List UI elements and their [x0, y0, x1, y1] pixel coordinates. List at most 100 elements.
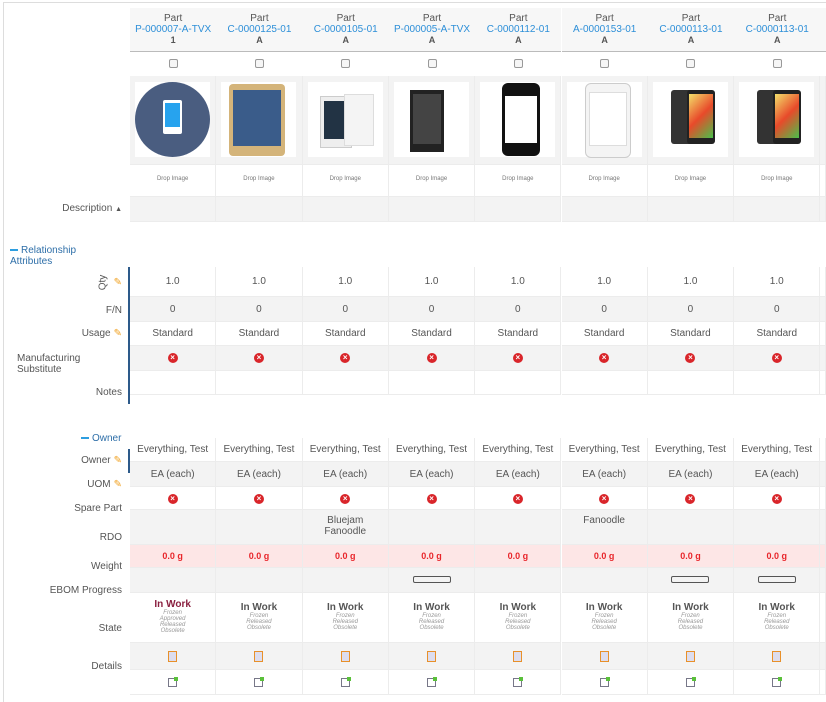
uom-value[interactable]: EA (each)	[582, 469, 627, 480]
edit-icon[interactable]	[772, 677, 783, 687]
clipboard-icon[interactable]	[254, 651, 264, 662]
owner-section-toggle[interactable]: Owner	[81, 433, 121, 444]
drop-image-target[interactable]: Drop Image	[761, 176, 793, 182]
select-checkbox[interactable]	[341, 59, 351, 68]
owner-value[interactable]: Everything, Test	[223, 444, 295, 455]
state-option[interactable]: Obsolete	[160, 628, 185, 634]
edit-icon[interactable]	[513, 677, 524, 687]
usage-value[interactable]: Standard	[411, 328, 452, 339]
state-option[interactable]: Obsolete	[505, 625, 530, 631]
state-option[interactable]: Released	[764, 619, 790, 625]
state-option[interactable]: Obsolete	[419, 625, 444, 631]
qty-value[interactable]: 1.0	[769, 276, 784, 287]
edit-icon[interactable]	[599, 677, 610, 687]
state-option[interactable]: Obsolete	[246, 625, 271, 631]
description-label[interactable]: Description ▲	[2, 203, 122, 214]
usage-value[interactable]: Standard	[583, 328, 625, 339]
qty-value[interactable]: 1.0	[251, 276, 266, 287]
owner-value[interactable]: Everything, Test	[137, 444, 209, 455]
owner-value[interactable]: Everything, Test	[482, 444, 554, 455]
usage-value[interactable]: Standard	[670, 328, 711, 339]
part-number-link[interactable]: C-0000112-01	[486, 24, 550, 35]
part-number-link[interactable]: C-0000125-01	[227, 24, 292, 35]
state-option[interactable]: Frozen	[335, 613, 355, 619]
clipboard-icon[interactable]	[168, 651, 178, 662]
state-option[interactable]: Released	[677, 619, 704, 625]
owner-value[interactable]: Everything, Test	[309, 444, 381, 455]
uom-value[interactable]: EA (each)	[754, 469, 799, 480]
pencil-icon[interactable]: ✎	[113, 277, 122, 288]
drop-image-target[interactable]: Drop Image	[588, 176, 620, 182]
drop-image-target[interactable]: Drop Image	[502, 176, 534, 182]
relationship-section-toggle[interactable]: Relationship Attributes	[10, 245, 100, 267]
select-checkbox[interactable]	[513, 59, 523, 68]
clipboard-icon[interactable]	[599, 651, 609, 662]
state-option[interactable]: Frozen	[767, 613, 787, 619]
uom-value[interactable]: EA (each)	[236, 469, 281, 480]
uom-value[interactable]: EA (each)	[668, 469, 713, 480]
drop-image-target[interactable]: Drop Image	[415, 176, 448, 182]
pencil-icon[interactable]: ✎	[113, 328, 122, 339]
part-number-link[interactable]: P-000005-A-TVX	[393, 24, 471, 35]
state-option[interactable]: Frozen	[681, 613, 700, 619]
pencil-icon[interactable]: ✎	[113, 455, 122, 466]
part-number-link[interactable]: C-0000105-01	[313, 24, 378, 35]
uom-value[interactable]: EA (each)	[495, 469, 540, 480]
select-checkbox[interactable]	[772, 59, 782, 68]
state-option[interactable]: Obsolete	[678, 625, 703, 631]
select-checkbox[interactable]	[686, 59, 696, 68]
owner-value[interactable]: Everything, Test	[654, 444, 726, 455]
qty-value[interactable]: 1.0	[683, 276, 698, 287]
clipboard-icon[interactable]	[340, 651, 350, 662]
owner-value[interactable]: Everything, Test	[568, 444, 640, 455]
drop-image-target[interactable]: Drop Image	[674, 176, 707, 182]
state-option[interactable]: Released	[418, 619, 445, 625]
edit-icon[interactable]	[168, 677, 179, 687]
state-option[interactable]: Frozen	[508, 613, 528, 619]
pencil-icon[interactable]: ✎	[113, 479, 122, 490]
owner-value[interactable]: Everything, Test	[741, 444, 813, 455]
part-number-link[interactable]: C-0000113-01	[659, 24, 723, 35]
edit-icon[interactable]	[254, 677, 265, 687]
usage-value[interactable]: Standard	[497, 328, 539, 339]
edit-icon[interactable]	[685, 677, 696, 687]
usage-value[interactable]: Standard	[324, 328, 366, 339]
clipboard-icon[interactable]	[427, 651, 437, 662]
usage-value[interactable]: Standard	[152, 328, 193, 339]
part-number-link[interactable]: A-0000153-01	[572, 24, 637, 35]
part-number-link[interactable]: C-0000113-01	[745, 24, 809, 35]
edit-icon[interactable]	[340, 677, 351, 687]
state-option[interactable]: Frozen	[422, 613, 441, 619]
edit-icon[interactable]	[427, 677, 438, 687]
state-option[interactable]: Frozen	[163, 610, 182, 616]
state-option[interactable]: Released	[332, 619, 358, 625]
drop-image-target[interactable]: Drop Image	[329, 176, 361, 182]
state-option[interactable]: Released	[591, 619, 617, 625]
drop-image-target[interactable]: Drop Image	[243, 176, 275, 182]
owner-value[interactable]: Everything, Test	[396, 444, 468, 455]
clipboard-icon[interactable]	[513, 651, 523, 662]
select-checkbox[interactable]	[254, 59, 264, 68]
select-checkbox[interactable]	[168, 59, 178, 68]
usage-value[interactable]: Standard	[756, 328, 798, 339]
part-number-link[interactable]: P-000007-A-TVX	[135, 24, 212, 35]
qty-value[interactable]: 1.0	[424, 276, 439, 287]
state-option[interactable]: Frozen	[249, 613, 269, 619]
qty-value[interactable]: 1.0	[510, 276, 525, 287]
clipboard-icon[interactable]	[685, 651, 695, 662]
state-option[interactable]: Obsolete	[764, 625, 789, 631]
state-option[interactable]: Approved	[159, 616, 186, 622]
clipboard-icon[interactable]	[772, 651, 782, 662]
state-option[interactable]: Released	[246, 619, 272, 625]
select-checkbox[interactable]	[427, 59, 437, 68]
qty-value[interactable]: 1.0	[165, 276, 180, 287]
uom-value[interactable]: EA (each)	[323, 469, 368, 480]
uom-value[interactable]: EA (each)	[409, 469, 454, 480]
select-checkbox[interactable]	[600, 59, 610, 68]
state-option[interactable]: Obsolete	[592, 625, 617, 631]
state-option[interactable]: Obsolete	[333, 625, 358, 631]
qty-value[interactable]: 1.0	[597, 276, 612, 287]
uom-value[interactable]: EA (each)	[150, 469, 195, 480]
state-option[interactable]: Frozen	[594, 613, 614, 619]
qty-value[interactable]: 1.0	[338, 276, 353, 287]
